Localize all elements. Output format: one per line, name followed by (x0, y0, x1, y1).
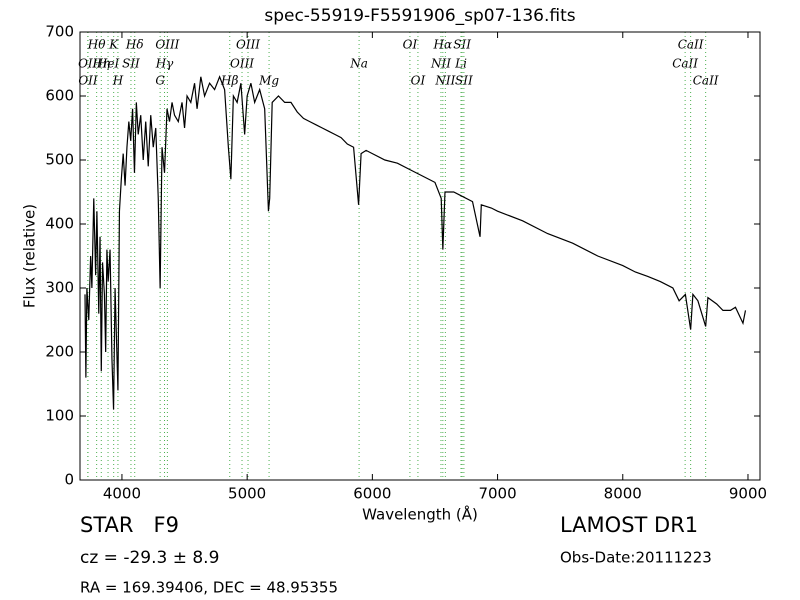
annotation: Obs-Date:20111223 (560, 549, 712, 567)
spectral-line-label: Hβ (220, 74, 238, 88)
spectral-line-label: OII (78, 74, 98, 88)
spectral-line-label: Li (454, 57, 467, 71)
spectral-line-label: SII (122, 57, 140, 71)
x-tick-label: 8000 (604, 485, 642, 503)
spectral-line-label: CaII (693, 74, 719, 88)
spectral-line-label: HeI (96, 57, 120, 71)
chart-title: spec-55919-F5591906_sp07-136.fits (264, 6, 575, 26)
y-tick-label: 700 (45, 23, 74, 41)
spectral-line-label: Hγ (155, 57, 174, 71)
spectral-line-label: Na (349, 57, 368, 71)
y-tick-label: 500 (45, 151, 74, 169)
x-tick-label: 7000 (478, 485, 516, 503)
annotation: LAMOST DR1 (560, 513, 698, 537)
spectral-line-label: OI (411, 74, 426, 88)
x-axis-label: Wavelength (Å) (362, 505, 478, 524)
y-tick-label: 100 (45, 407, 74, 425)
y-tick-label: 300 (45, 279, 74, 297)
spectral-line-label: OIII (230, 57, 254, 71)
annotation: STAR F9 (80, 513, 179, 537)
spectral-line-label: K (108, 38, 119, 52)
spectral-line-label: NII (434, 74, 455, 88)
y-tick-label: 0 (64, 471, 74, 489)
spectral-line-label: Hδ (125, 38, 144, 52)
spectral-line-label: G (155, 74, 165, 88)
y-tick-label: 400 (45, 215, 74, 233)
annotation: cz = -29.3 ± 8.9 (80, 548, 219, 568)
annotation: RA = 169.39406, DEC = 48.95355 (80, 579, 338, 597)
spectrum-line (84, 75, 747, 410)
spectral-line-label: OI (403, 38, 418, 52)
spectral-line-label: Hα (433, 38, 453, 52)
x-tick-label: 4000 (103, 485, 141, 503)
spectral-line-label: OIII (236, 38, 260, 52)
spectral-line-label: OIII (155, 38, 179, 52)
spectral-line-label: OII (78, 57, 98, 71)
y-tick-label: 600 (45, 87, 74, 105)
spectral-line-label: SII (453, 38, 471, 52)
x-tick-label: 9000 (729, 485, 767, 503)
x-tick-label: 5000 (228, 485, 266, 503)
spectral-line-label: CaII (672, 57, 698, 71)
spectral-line-label: Hθ (87, 38, 106, 52)
spectral-line-label: Mg (258, 74, 279, 88)
spectral-line-label: Hη (91, 57, 110, 71)
spectral-line-label: CaII (678, 38, 704, 52)
spectral-line-label: NII (430, 57, 451, 71)
plot-frame (79, 31, 761, 481)
y-tick-label: 200 (45, 343, 74, 361)
spectral-line-label: SII (455, 74, 473, 88)
y-axis-label: Flux (relative) (21, 204, 39, 308)
x-tick-label: 6000 (353, 485, 391, 503)
spectral-line-label: H (112, 74, 124, 88)
